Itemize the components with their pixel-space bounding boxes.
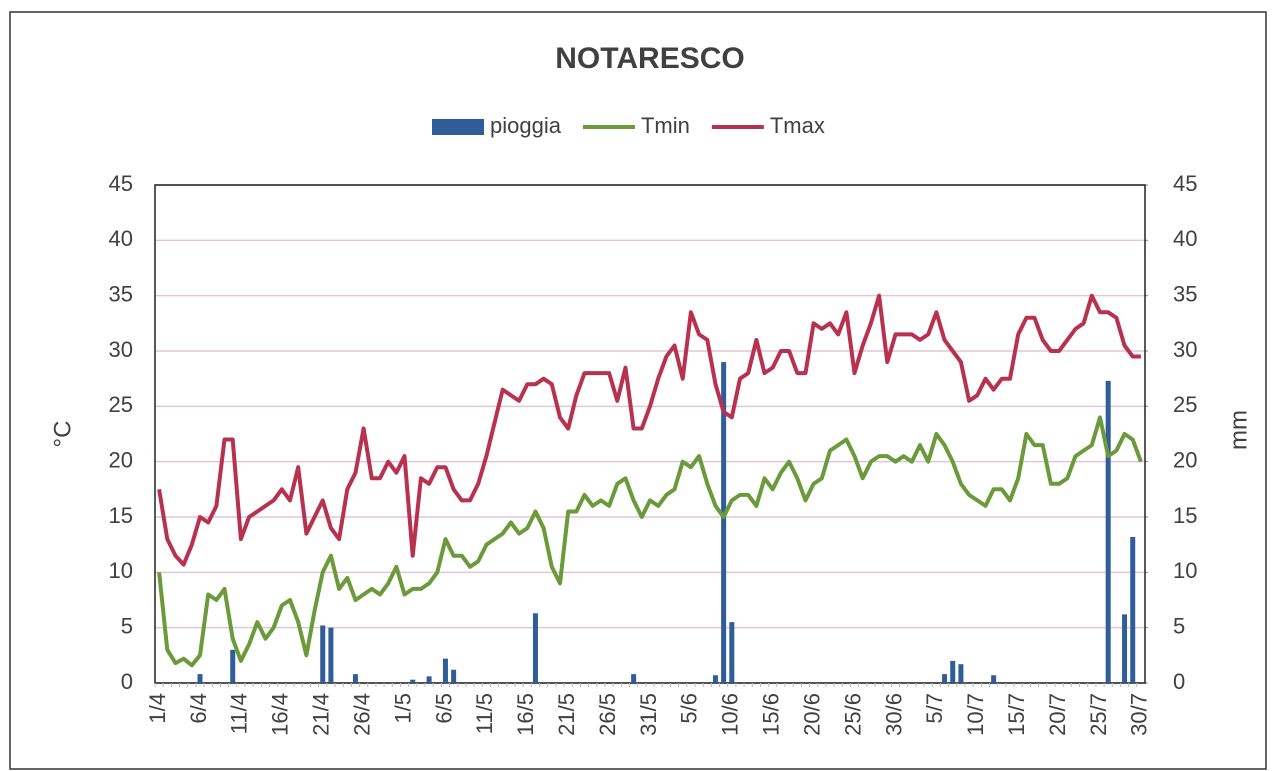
y-tick-label: 20	[109, 447, 133, 472]
bar	[958, 664, 964, 683]
x-tick-label: 31/5	[636, 693, 661, 736]
x-tick-label: 30/6	[881, 693, 906, 736]
bar	[426, 676, 432, 683]
x-tick-label: 20/6	[799, 693, 824, 736]
bar	[442, 658, 448, 683]
chart-title: NOTARESCO	[555, 42, 744, 75]
bar	[451, 669, 457, 683]
bar	[729, 622, 735, 683]
y2-tick-label: 45	[1173, 171, 1197, 196]
bar	[991, 675, 997, 683]
bar	[197, 674, 203, 683]
x-tick-label: 10/6	[718, 693, 743, 736]
x-tick-label: 16/5	[513, 693, 538, 736]
x-tick-label: 25/6	[840, 693, 865, 736]
y-tick-label: 10	[109, 558, 133, 583]
x-tick-label: 11/4	[227, 693, 252, 734]
legend-label: Tmin	[641, 113, 690, 138]
x-tick-label: 26/5	[595, 693, 620, 736]
x-tick-label: 1/4	[145, 693, 170, 724]
y2-tick-label: 15	[1173, 503, 1197, 528]
bar	[1122, 614, 1128, 683]
x-tick-label: 10/7	[963, 693, 988, 736]
bar	[532, 613, 538, 683]
x-tick-label: 20/7	[1045, 693, 1070, 736]
y-tick-label: 25	[109, 392, 133, 417]
bar	[942, 674, 948, 683]
legend-label: Tmax	[770, 113, 825, 138]
y2-tick-label: 20	[1173, 447, 1197, 472]
y2-axis-title: mm	[1225, 410, 1252, 450]
y2-tick-label: 5	[1173, 613, 1185, 638]
x-tick-label: 5/7	[922, 693, 947, 724]
legend-label: pioggia	[490, 113, 562, 138]
y-axis-title: °C	[49, 421, 76, 448]
y2-tick-label: 25	[1173, 392, 1197, 417]
bar	[1105, 380, 1111, 683]
x-tick-label: 6/4	[186, 693, 211, 724]
bar	[721, 362, 727, 683]
y2-tick-label: 10	[1173, 558, 1197, 583]
x-tick-label: 15/6	[759, 693, 784, 736]
y-tick-label: 0	[121, 669, 133, 694]
x-tick-label: 15/7	[1004, 693, 1029, 736]
legend-swatch	[432, 119, 484, 135]
x-tick-label: 21/5	[554, 693, 579, 736]
plot-frame	[154, 184, 1146, 684]
x-tick-label: 26/4	[349, 693, 374, 736]
x-tick-label: 25/7	[1086, 693, 1111, 736]
chart-frame	[9, 11, 1267, 770]
bar	[712, 675, 718, 683]
bar	[950, 660, 956, 683]
bar	[352, 674, 358, 683]
line	[157, 415, 1143, 668]
x-tick-label: 16/4	[268, 693, 293, 736]
y2-tick-label: 0	[1173, 669, 1185, 694]
bar	[320, 625, 326, 683]
x-tick-label: 5/6	[677, 693, 702, 724]
y-tick-label: 40	[109, 226, 133, 251]
bar	[328, 627, 334, 683]
y-tick-label: 30	[109, 337, 133, 362]
bar	[230, 649, 236, 683]
y-tick-label: 15	[109, 503, 133, 528]
bar	[410, 679, 416, 683]
y-tick-label: 45	[109, 171, 133, 196]
x-tick-label: 21/4	[309, 693, 334, 736]
line	[157, 293, 1141, 567]
y2-tick-label: 30	[1173, 337, 1197, 362]
x-tick-label: 11/5	[472, 693, 497, 734]
x-tick-label: 1/5	[390, 693, 415, 724]
y-tick-label: 35	[109, 281, 133, 306]
y-tick-label: 5	[121, 613, 133, 638]
y2-tick-label: 40	[1173, 226, 1197, 251]
x-tick-label: 30/7	[1127, 693, 1152, 736]
bar	[631, 674, 637, 683]
y2-tick-label: 35	[1173, 281, 1197, 306]
bar	[1130, 536, 1136, 683]
x-tick-label: 6/5	[431, 693, 456, 724]
